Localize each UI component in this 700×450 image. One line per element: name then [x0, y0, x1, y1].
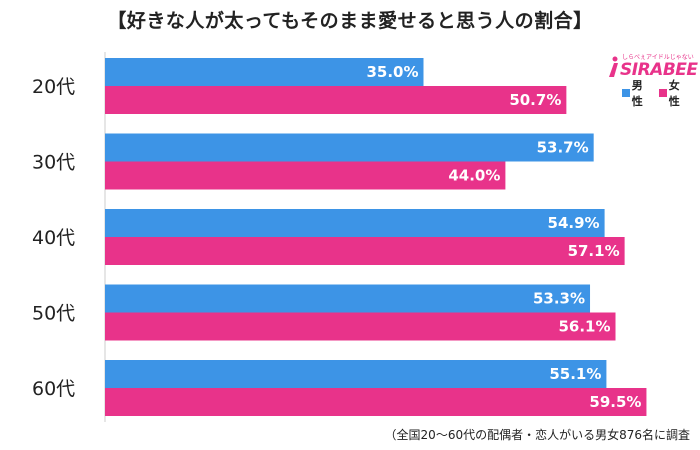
- legend-swatch-female: [659, 89, 667, 97]
- data-label-female: 56.1%: [558, 318, 610, 336]
- legend-item-female: 女性: [659, 77, 690, 109]
- legend: 男性 女性: [618, 79, 700, 108]
- category-label: 50代: [32, 303, 75, 325]
- legend-label-female: 女性: [668, 79, 680, 108]
- legend-item-male: 男性: [622, 77, 653, 109]
- category-label: 60代: [32, 378, 75, 400]
- category-label: 20代: [32, 76, 75, 98]
- footnote: （全国20～60代の配偶者・恋人がいる男女876名に調査: [384, 428, 690, 442]
- category-label: 40代: [32, 227, 75, 249]
- data-label-female: 59.5%: [589, 393, 641, 411]
- category-label: 30代: [32, 152, 75, 174]
- bar-female: [105, 86, 567, 114]
- data-label-male: 53.7%: [537, 139, 589, 157]
- legend-label-male: 男性: [631, 79, 643, 108]
- data-label-male: 53.3%: [533, 290, 585, 308]
- logo-mark-icon: [609, 56, 618, 77]
- data-label-male: 35.0%: [366, 63, 418, 81]
- data-label-male: 55.1%: [549, 365, 601, 383]
- bar-male: [105, 58, 424, 86]
- chart-title: 【好きな人が太ってもそのまま愛せると思う人の割合】: [107, 10, 593, 32]
- bar-female: [105, 312, 616, 341]
- bar-male: [105, 284, 591, 313]
- chart-marks: 20代 35.0% 50.7% 30代 53.7% 44.0% 40代 54.9% 57.1% 5…: [32, 52, 647, 422]
- legend-swatch-male: [622, 89, 630, 97]
- data-label-female: 50.7%: [509, 91, 561, 109]
- bar-female: [105, 161, 506, 190]
- data-label-female: 44.0%: [448, 167, 500, 185]
- sirabee-logo: しらべぇアイドルじゃない SIRABEE: [606, 50, 698, 82]
- bar-male: [105, 209, 605, 237]
- bar-female: [105, 237, 625, 265]
- bar-female: [105, 388, 647, 416]
- logo-word: SIRABEE: [620, 60, 698, 80]
- bar-male: [105, 360, 607, 388]
- data-label-female: 57.1%: [568, 242, 620, 260]
- bar-male: [105, 133, 594, 162]
- data-label-male: 54.9%: [548, 214, 600, 232]
- logo-tagline: しらべぇアイドルじゃない: [622, 54, 694, 61]
